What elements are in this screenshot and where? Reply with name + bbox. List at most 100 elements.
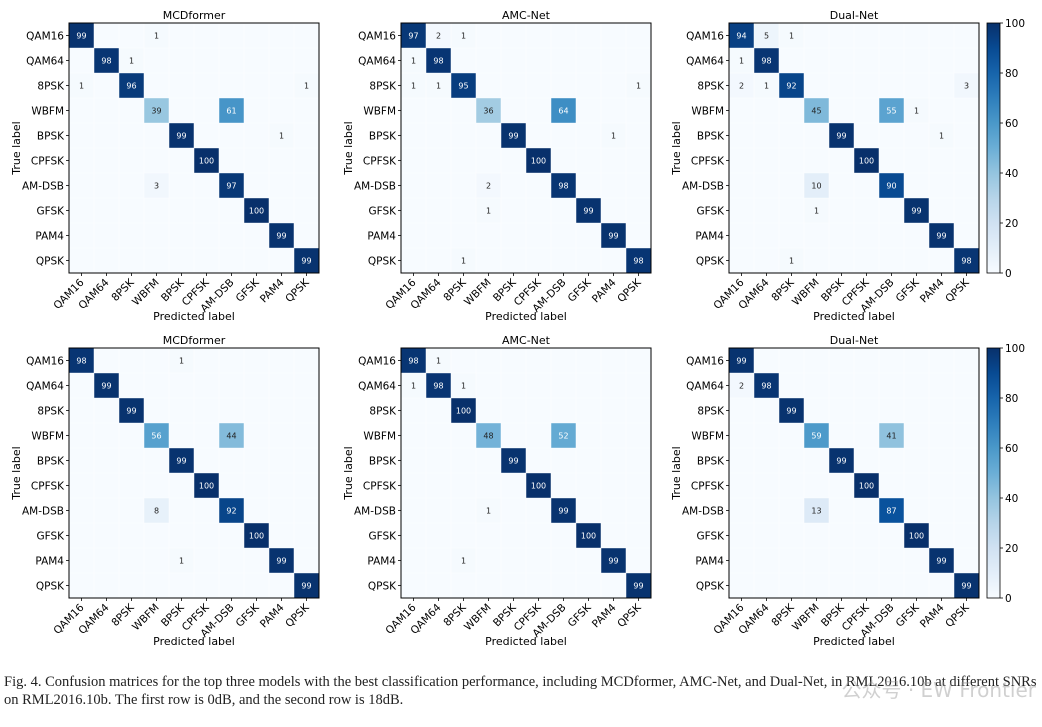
r2-dual-net-cell-value: 41 [886,432,896,441]
r2-dual-net-cell [904,523,929,548]
r2-mcdformer-frame [68,347,320,599]
r1-dual-net-xtick-label: PAM4 [918,276,947,305]
r2-dual-net-frame [728,347,980,599]
r2-amc-net-ytick-label: CPFSK [363,481,397,493]
r1-amc-net-xtick-label: GFSK [566,276,595,305]
r1-amc-net-cell-value: 1 [461,32,466,41]
r1-mcdformer-ytick-label: QAM64 [26,56,64,68]
r2-amc-net-cell [401,348,426,373]
r1-mcdformer-cell-value: 98 [101,57,111,66]
r1-amc-net-ytick-label: 8PSK [369,81,397,93]
r2-mcdformer-cell [144,498,169,523]
r2-amc-net-cell [551,423,576,448]
r2-dual-net-xtick-label: GFSK [894,601,923,630]
r1-dual-net-title: Dual-Net [830,9,879,22]
r2-dual-net-cell-value: 2 [739,382,744,391]
r1-amc-net-cell-value: 1 [611,132,616,141]
r1-amc-net-cell [601,223,626,248]
r1-mcdformer-ytick-label: BPSK [37,131,65,143]
r2-mcdformer-ytick-label: GFSK [36,531,65,543]
r1-amc-net-xtick-label: PAM4 [590,276,619,305]
r1-amc-net-cell [451,248,476,273]
r2-mcdformer-cell [169,548,194,573]
r2-mcdformer-title: MCDformer [163,334,226,347]
r1-mcdformer-cell-value: 97 [226,182,236,191]
r1-mcdformer-cell [69,23,94,48]
r1-dual-net-cell [929,123,954,148]
r2-mcdformer-cell-value: 98 [76,357,86,366]
r1-amc-net-ytick-label: BPSK [369,131,397,143]
r2-amc-net-cell-value: 99 [633,582,643,591]
r2-dual-net-ytick-label: 8PSK [697,406,725,418]
r2-dual-net-ytick-label: BPSK [697,456,725,468]
r1-dual-net-xtick-label: QPSK [943,276,972,305]
r2-amc-net-frame [400,347,652,599]
r2-mcdformer-cell-value: 99 [301,582,311,591]
r1-mcdformer-cell [119,48,144,73]
r2-dual-net-cell [779,398,804,423]
r2-mcdformer-cell-value: 100 [249,532,264,541]
r1-amc-net-cell [551,173,576,198]
r1-mcdformer-cell-value: 99 [301,257,311,266]
r1-mcdformer-ytick-label: PAM4 [35,231,64,243]
r2-mcdformer-cell-value: 99 [176,457,186,466]
r1-mcdformer-cell [219,173,244,198]
r1-dual-net-ytick-label: QPSK [696,256,725,268]
r2-dual-net-cell [729,348,754,373]
r2-mcdformer-ytick-label: CPFSK [31,481,65,493]
r2-mcdformer-cell [119,398,144,423]
r1-mcdformer-cell-value: 3 [154,182,159,191]
r1-amc-net-cell-value: 98 [558,182,568,191]
r2-mcdformer-ytick-label: PAM4 [35,556,64,568]
r2-dual-net-cell-value: 100 [859,482,874,491]
r1-dual-net-xlabel: Predicted label [813,310,895,323]
r1-amc-net-cell [401,23,426,48]
r2-amc-net-ytick-label: AM-DSB [354,506,396,518]
r1-dual-net-cell-value: 100 [859,157,874,166]
r2-mcdformer-cell [69,348,94,373]
r2-amc-net-cell-value: 48 [483,432,493,441]
r1-dual-net-cell [904,98,929,123]
r2-mcdformer-cell [244,523,269,548]
r2-dual-net-cell [829,448,854,473]
r2-mcdformer-cell [169,448,194,473]
r1-amc-net-cell-value: 64 [558,107,568,116]
r1-dual-net-cell-value: 98 [961,257,971,266]
watermark: 公众号 · EW Frontier [841,678,1036,702]
r1-dual-net-cell [829,123,854,148]
r1-dual-net-cell [779,23,804,48]
r1-amc-net-cell-value: 1 [411,82,416,91]
r1-mcdformer-xtick-label: QPSK [283,276,312,305]
r2-dual-net-cell-value: 98 [761,382,771,391]
r1-dual-net-cell-value: 99 [911,207,921,216]
r2-mcdformer-cell [169,348,194,373]
r1-mcdformer-cell-value: 1 [79,82,84,91]
r2-amc-net-ylabel: True label [342,446,355,500]
r1-amc-net-cell-value: 99 [508,132,518,141]
r2-amc-net-ytick-label: WBFM [363,431,396,443]
r1-dual-net-cell-value: 1 [914,107,919,116]
r2-amc-net-xtick-label: PAM4 [590,601,619,630]
r1-dual-net-cell-value: 99 [936,232,946,241]
colorbar-row2-tick-label: 60 [1005,443,1018,455]
r1-amc-net-cell-value: 95 [458,82,468,91]
r1-mcdformer-ytick-label: QPSK [36,256,65,268]
r1-mcdformer-cell-value: 96 [126,82,136,91]
r2-mcdformer-cell [194,473,219,498]
r1-dual-net-cell-value: 94 [736,32,746,41]
r1-mcdformer-cell [269,223,294,248]
r1-amc-net-cell-value: 2 [486,182,491,191]
r2-mcdformer-ytick-label: QPSK [36,581,65,593]
r1-dual-net-cell-value: 10 [811,182,821,191]
r1-mcdformer-cell [69,73,94,98]
colorbar-row1 [986,22,1001,274]
r1-mcdformer-cell-value: 1 [154,32,159,41]
r1-dual-net-cell [854,148,879,173]
r1-mcdformer-cell [244,198,269,223]
r1-dual-net-cell [729,73,754,98]
r1-amc-net-ytick-label: QAM16 [358,31,396,43]
r2-dual-net-xtick-label: WBFM [790,602,822,634]
r2-amc-net-cell-value: 99 [608,557,618,566]
r1-dual-net-ytick-label: AM-DSB [682,181,724,193]
r2-amc-net-ytick-label: PAM4 [367,556,396,568]
